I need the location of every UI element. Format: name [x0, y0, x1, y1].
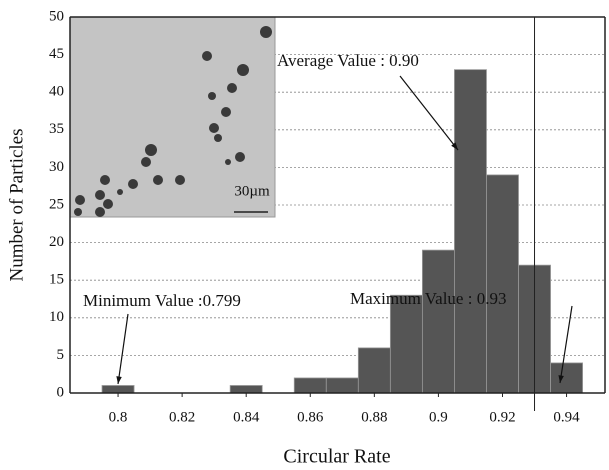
- arrow-head: [558, 375, 564, 383]
- bar: [454, 69, 487, 394]
- bar: [325, 377, 359, 394]
- annotation: Maximum Value : 0.93: [350, 289, 506, 308]
- y-tick-label: 35: [49, 121, 64, 137]
- y-tick-label: 30: [49, 159, 64, 175]
- y-tick-label: 10: [49, 309, 64, 325]
- bar: [101, 385, 135, 394]
- arrow-head: [116, 376, 122, 384]
- inset-scale-label: 30µm: [234, 183, 270, 199]
- x-tick-label: 0.86: [297, 409, 324, 425]
- y-tick-label: 40: [49, 84, 64, 100]
- annotation-arrow: [117, 313, 129, 385]
- y-tick-label: 5: [57, 347, 65, 363]
- x-tick-label: 0.94: [553, 409, 580, 425]
- bar: [421, 249, 455, 394]
- bar: [550, 362, 583, 394]
- y-tick-label: 15: [49, 272, 64, 288]
- x-tick-label: 0.9: [429, 409, 448, 425]
- y-tick-label: 45: [49, 46, 64, 62]
- arrow-head: [451, 142, 458, 150]
- annotation-arrow: [399, 75, 459, 151]
- y-tick-label: 20: [49, 234, 64, 250]
- x-tick-label: 0.84: [233, 409, 260, 425]
- bar: [357, 347, 391, 394]
- x-axis-label: Circular Rate: [283, 446, 390, 468]
- x-tick-label: 0.88: [361, 409, 387, 425]
- y-tick-label: 0: [57, 384, 65, 400]
- y-tick-label: 25: [49, 196, 64, 212]
- x-tick-label: 0.82: [169, 409, 195, 425]
- bar: [293, 377, 327, 394]
- annotation: Average Value : 0.90: [277, 51, 419, 70]
- bar: [486, 174, 519, 394]
- y-tick-label: 50: [49, 8, 64, 24]
- x-tick-label: 0.92: [489, 409, 515, 425]
- annotation-arrow: [559, 305, 573, 384]
- bar: [389, 294, 423, 394]
- bar: [229, 385, 263, 394]
- x-tick-label: 0.8: [109, 409, 128, 425]
- annotation: Minimum Value :0.799: [83, 291, 241, 310]
- y-axis-label: Number of Particles: [6, 128, 27, 281]
